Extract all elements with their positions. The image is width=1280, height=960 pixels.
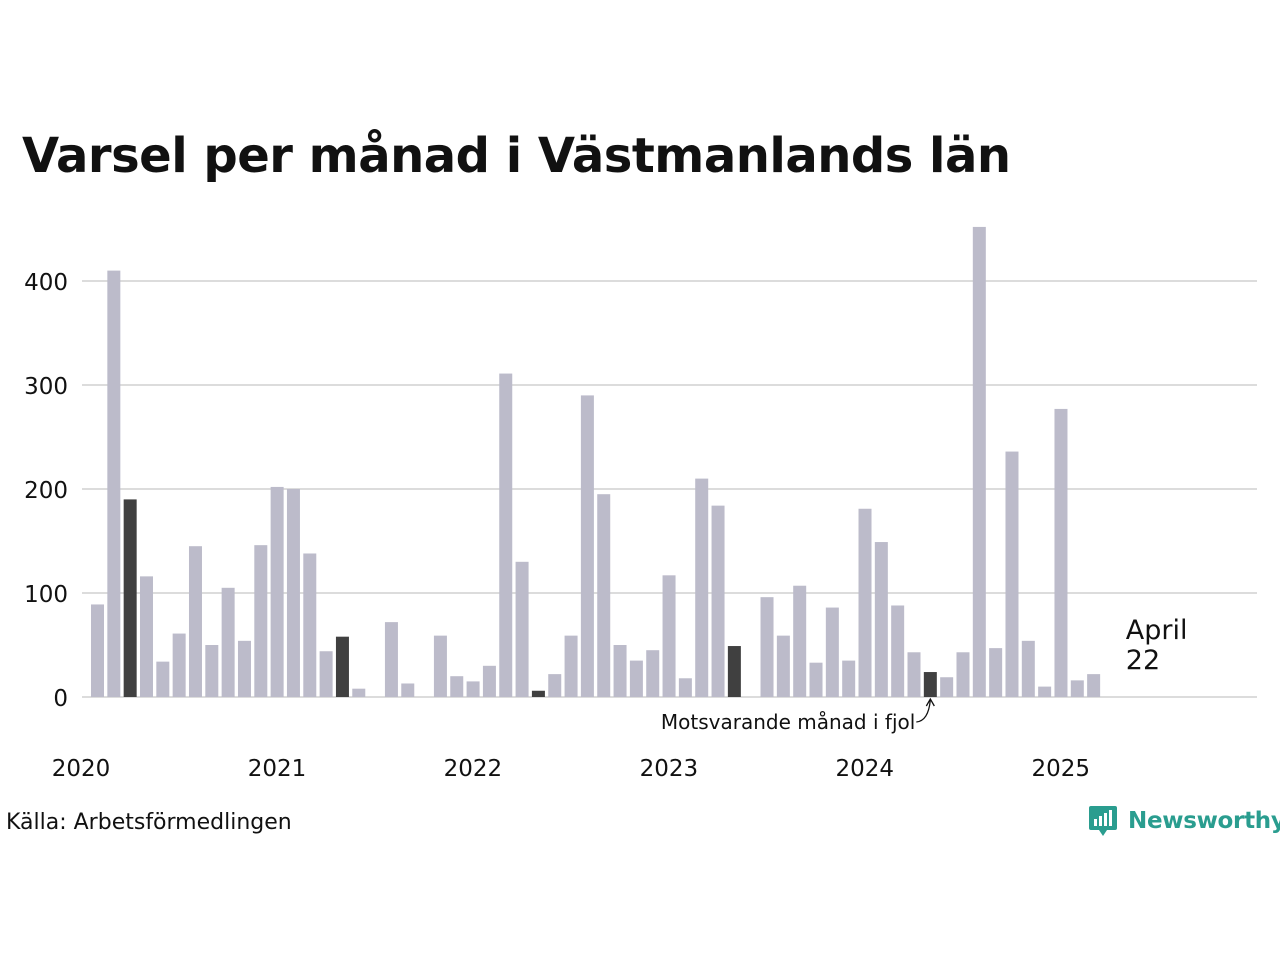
bar-month-11 xyxy=(254,545,268,697)
annotation-arrowhead xyxy=(925,697,935,707)
x-tick-label: 2024 xyxy=(836,756,895,782)
bar-month-13 xyxy=(286,489,300,697)
bar-month-52 xyxy=(923,672,937,697)
bar-month-47 xyxy=(842,660,856,697)
bar-month-58 xyxy=(1021,640,1035,697)
bar-month-49 xyxy=(874,542,888,697)
bar-month-1 xyxy=(91,604,104,697)
bar-month-31 xyxy=(580,395,594,697)
bar-month-4 xyxy=(139,576,153,697)
bar-month-60 xyxy=(1054,408,1068,697)
bar-month-59 xyxy=(1038,686,1052,697)
source-credit: Källa: Arbetsförmedlingen xyxy=(6,810,292,835)
bar-month-25 xyxy=(482,665,496,697)
bar-month-8 xyxy=(205,645,219,697)
chart-title: Varsel per månad i Västmanlands län xyxy=(22,128,1011,184)
bar-month-55 xyxy=(972,226,986,698)
bar-month-42 xyxy=(760,597,774,697)
bar-month-45 xyxy=(809,662,823,697)
bar-month-27 xyxy=(515,561,529,697)
newsworthy-logo-icon xyxy=(1089,806,1117,836)
annotation-arrow xyxy=(916,699,931,723)
x-tick-label: 2023 xyxy=(640,756,699,782)
bar-month-37 xyxy=(678,678,692,697)
bar-month-17 xyxy=(352,688,366,697)
bar-month-36 xyxy=(662,575,676,697)
bar-month-33 xyxy=(613,645,627,697)
bar-month-53 xyxy=(940,677,954,697)
bar-month-29 xyxy=(548,674,562,697)
bar-month-35 xyxy=(646,650,660,697)
y-tick-label: 400 xyxy=(24,270,68,296)
bar-month-10 xyxy=(237,640,251,697)
bar-month-40 xyxy=(727,646,741,697)
bars xyxy=(91,226,1101,698)
bar-month-62 xyxy=(1087,674,1101,697)
previous-year-annotation: Motsvarande månad i fjol xyxy=(661,710,915,734)
bar-month-39 xyxy=(711,505,725,697)
bar-month-14 xyxy=(303,553,317,697)
bar-month-48 xyxy=(858,508,872,697)
bar-month-34 xyxy=(629,660,643,697)
bar-month-9 xyxy=(221,587,235,697)
bar-month-5 xyxy=(156,661,170,697)
x-tick-label: 2025 xyxy=(1032,756,1091,782)
bar-month-61 xyxy=(1070,680,1084,697)
bar-month-2 xyxy=(107,270,121,697)
bar-month-12 xyxy=(270,486,284,697)
brand-name: Newsworthy xyxy=(1128,808,1280,834)
bar-month-15 xyxy=(319,651,333,697)
bar-month-32 xyxy=(597,494,611,697)
bar-month-54 xyxy=(956,652,970,697)
y-tick-label: 100 xyxy=(24,582,68,608)
bar-month-6 xyxy=(172,633,186,697)
y-tick-label: 200 xyxy=(24,478,68,504)
bar-month-57 xyxy=(1005,451,1019,697)
bar-month-26 xyxy=(499,373,513,697)
x-tick-label: 2021 xyxy=(248,756,307,782)
bar-month-44 xyxy=(793,585,807,697)
bar-month-20 xyxy=(401,683,415,697)
bar-month-56 xyxy=(989,648,1003,697)
bar-month-30 xyxy=(564,635,578,697)
bar-month-50 xyxy=(891,605,905,697)
bar-month-22 xyxy=(433,635,447,697)
bar-month-3 xyxy=(123,499,137,697)
bar-month-16 xyxy=(335,636,349,697)
bar-month-43 xyxy=(776,635,790,697)
bar-month-7 xyxy=(188,546,202,697)
current-month-value: 22 xyxy=(1126,645,1160,676)
bar-month-28 xyxy=(531,690,545,697)
bar-month-38 xyxy=(695,478,709,697)
bar-month-19 xyxy=(384,622,398,697)
annotations: April 22 Motsvarande månad i fjol xyxy=(661,615,1188,734)
bar-month-51 xyxy=(907,652,921,697)
bar-month-24 xyxy=(466,681,480,697)
bar-chart: 0 100 200 300 400 2020 2021 2022 2023 2024 2025 A… xyxy=(24,226,1257,782)
bar-month-23 xyxy=(450,676,464,697)
y-tick-label: 300 xyxy=(24,374,68,400)
current-month-label: April xyxy=(1126,615,1188,646)
x-tick-label: 2020 xyxy=(52,756,111,782)
newsworthy-logo: Newsworthy xyxy=(1088,804,1280,838)
y-axis-labels: 0 100 200 300 400 xyxy=(24,270,68,712)
x-tick-label: 2022 xyxy=(444,756,503,782)
bar-month-46 xyxy=(825,607,839,697)
y-tick-label: 0 xyxy=(53,686,68,712)
x-axis-labels: 2020 2021 2022 2023 2024 2025 xyxy=(52,756,1090,782)
